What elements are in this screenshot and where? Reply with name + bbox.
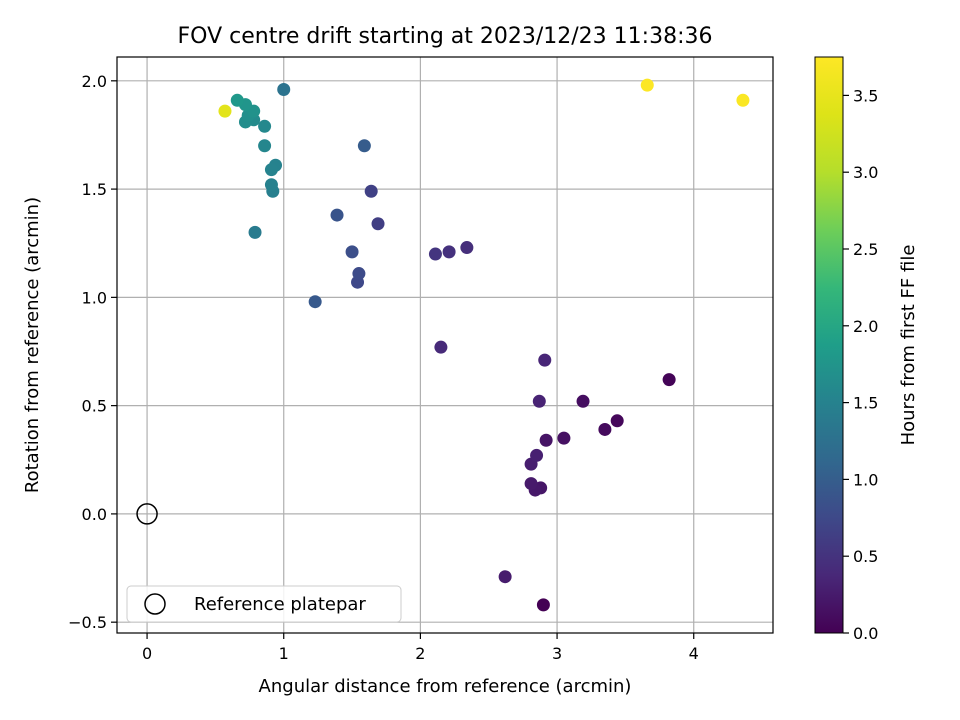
data-point-27 [277, 82, 291, 96]
x-tick-label-4: 4 [689, 644, 699, 663]
y-tick-label-1: 0.0 [82, 505, 107, 524]
data-point-2 [610, 414, 624, 428]
y-tick-label-5: 2.0 [82, 72, 107, 91]
colorbar-tick-label-3: 1.5 [853, 394, 878, 413]
data-point-17 [442, 245, 456, 259]
colorbar-tick-label-0: 0.0 [853, 624, 878, 643]
colorbar-ticks: 0.0 0.5 1.0 1.5 2.0 2.5 3.0 3.5 [843, 86, 878, 643]
colorbar-label: Hours from first FF file [898, 245, 919, 446]
data-point-28 [248, 225, 262, 239]
colorbar-tick-label-1: 0.5 [853, 547, 878, 566]
data-point-34 [258, 119, 272, 133]
y-tick-label-3: 1.0 [82, 288, 107, 307]
data-point-20 [364, 184, 378, 198]
data-points [218, 78, 750, 612]
y-axis-ticks: −0.5 0.0 0.5 1.0 1.5 2.0 [68, 72, 117, 632]
legend-entry-reference: Reference platepar [194, 594, 366, 615]
data-point-4 [576, 394, 590, 408]
data-point-42 [640, 78, 654, 92]
data-point-16 [460, 241, 474, 255]
data-point-13 [532, 394, 546, 408]
y-axis-label: Rotation from reference (arcmin) [22, 197, 43, 493]
data-point-22 [352, 267, 366, 281]
data-point-33 [258, 139, 272, 153]
chart-title: FOV centre drift starting at 2023/12/23 … [178, 24, 713, 49]
colorbar-tick-label-2: 1.0 [853, 470, 878, 489]
data-point-40 [230, 93, 244, 107]
colorbar-gradient [814, 56, 844, 634]
data-point-43 [736, 93, 750, 107]
colorbar-tick-label-7: 3.5 [853, 86, 878, 105]
reference-marker-group [136, 503, 158, 525]
data-point-10 [498, 570, 512, 584]
y-tick-label-4: 1.5 [82, 180, 107, 199]
x-tick-label-1: 1 [279, 644, 289, 663]
data-point-41 [218, 104, 232, 118]
y-tick-label-0: −0.5 [68, 613, 107, 632]
y-tick-label-2: 0.5 [82, 397, 107, 416]
reference-platepar-marker [136, 503, 158, 525]
data-point-24 [330, 208, 344, 222]
x-axis-ticks: 0 1 2 3 4 [142, 633, 699, 663]
colorbar-tick-label-4: 2.0 [853, 317, 878, 336]
legend: Reference platepar [126, 585, 402, 623]
plot-frame [116, 56, 774, 634]
data-point-14 [538, 353, 552, 367]
data-point-25 [308, 295, 322, 309]
data-point-5 [557, 431, 571, 445]
data-point-15 [434, 340, 448, 354]
colorbar-tick-label-6: 3.0 [853, 163, 878, 182]
data-point-32 [264, 163, 278, 177]
x-tick-label-2: 2 [415, 644, 425, 663]
legend-box [126, 585, 402, 623]
data-point-19 [371, 217, 385, 231]
data-point-12 [530, 448, 544, 462]
x-tick-label-0: 0 [142, 644, 152, 663]
data-point-0 [536, 598, 550, 612]
data-point-23 [345, 245, 359, 259]
data-point-9 [524, 477, 538, 491]
data-point-1 [662, 373, 676, 387]
x-axis-label: Angular distance from reference (arcmin) [259, 676, 632, 697]
colorbar: 0.0 0.5 1.0 1.5 2.0 2.5 3.0 3.5 Hours from firs… [814, 56, 919, 643]
x-tick-label-3: 3 [552, 644, 562, 663]
data-point-18 [428, 247, 442, 261]
colorbar-tick-label-5: 2.5 [853, 240, 878, 259]
legend-reference-marker [144, 593, 166, 615]
data-point-26 [357, 139, 371, 153]
data-point-3 [598, 422, 612, 436]
data-point-6 [539, 433, 553, 447]
data-point-30 [264, 178, 278, 192]
